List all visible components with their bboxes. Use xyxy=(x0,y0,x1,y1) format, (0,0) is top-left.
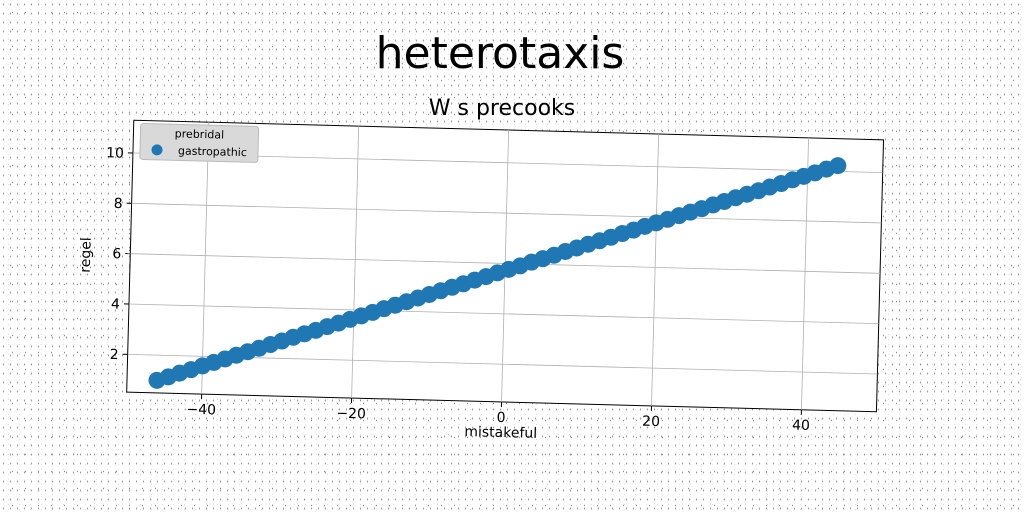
legend-title: prebridal xyxy=(175,127,225,141)
x-tick-label: −20 xyxy=(336,406,366,423)
x-tick-label: −40 xyxy=(186,402,216,419)
legend: prebridal gastropathic xyxy=(140,123,259,162)
y-axis-label: regel xyxy=(78,237,95,273)
x-tick-label: 40 xyxy=(792,418,810,434)
x-tick-label: 20 xyxy=(642,414,660,430)
y-tick-label: 4 xyxy=(111,297,120,313)
y-tick-label: 8 xyxy=(113,196,122,212)
x-tick-label: 0 xyxy=(496,410,505,426)
legend-entry-gastropathic: gastropathic xyxy=(178,144,247,159)
x-axis-label: mistakeful xyxy=(464,424,537,442)
y-tick-label: 2 xyxy=(110,347,119,363)
y-tick-label: 6 xyxy=(112,246,121,262)
y-tick-label: 10 xyxy=(106,145,124,161)
plot-area: −40 −20 0 20 40 2 4 6 8 10 mistakeful regel preb… xyxy=(74,119,884,451)
